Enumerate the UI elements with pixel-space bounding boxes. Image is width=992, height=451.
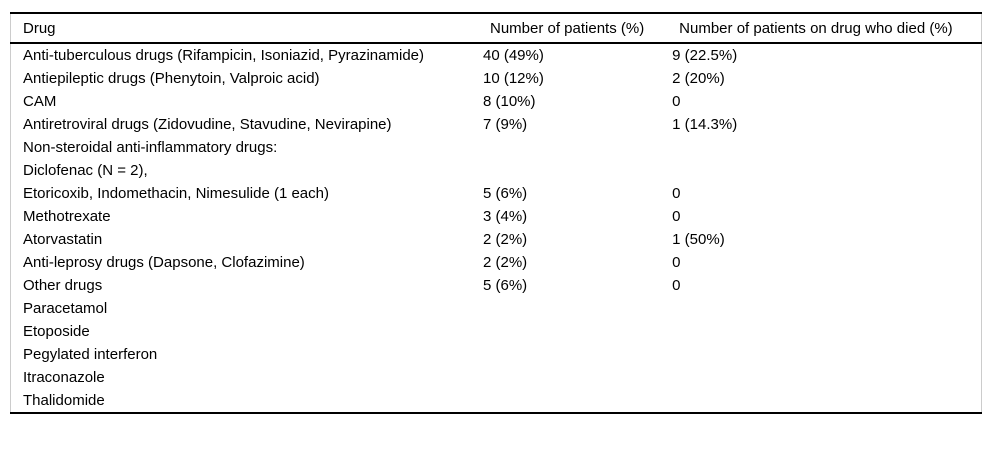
table-row: Itraconazole xyxy=(11,366,982,389)
drug-cell: Pegylated interferon xyxy=(11,343,483,366)
died-cell xyxy=(672,297,981,320)
died-cell: 0 xyxy=(672,208,681,225)
table-row: Etoricoxib, Indomethacin, Nimesulide (1 … xyxy=(11,182,982,205)
drug-name: Antiepileptic drugs (Phenytoin, Valproic… xyxy=(23,70,320,87)
patients-cell xyxy=(483,389,672,413)
drug-name: Etoposide xyxy=(23,323,90,340)
died-cell xyxy=(672,136,981,159)
died-cell: 0 xyxy=(672,93,681,110)
patients-cell: 40 (49%) xyxy=(482,47,544,64)
died-cell: 0 xyxy=(672,254,681,271)
drug-name: Thalidomide xyxy=(23,392,105,409)
drug-name: Anti-tuberculous drugs (Rifampicin, Ison… xyxy=(23,47,425,64)
patients-cell: 2 (2%) xyxy=(482,231,528,248)
table-row: Other drugs 5 (6%) 0 xyxy=(11,274,982,297)
patients-cell xyxy=(483,366,672,389)
patients-cell: 2 (2%) xyxy=(482,254,528,271)
drug-name: Antiretroviral drugs (Zidovudine, Stavud… xyxy=(23,116,392,133)
table-row: Diclofenac (N = 2), xyxy=(11,159,982,182)
table-header: Drug Number of patients (%) Number of pa… xyxy=(10,13,982,44)
drug-adr-table: Drug Number of patients (%) Number of pa… xyxy=(10,12,982,414)
drug-name: Anti-leprosy drugs (Dapsone, Clofazimine… xyxy=(23,254,305,271)
table-row: Antiretroviral drugs (Zidovudine, Stavud… xyxy=(11,113,982,136)
table-row: Thalidomide xyxy=(11,389,982,413)
drug-cell: Itraconazole xyxy=(11,366,483,389)
table-row: Etoposide xyxy=(11,320,982,343)
drug-cell: Etoricoxib, Indomethacin, Nimesulide (1 … xyxy=(11,182,483,205)
drug-cell: Atorvastatin xyxy=(11,228,483,251)
table-row: Paracetamol xyxy=(11,297,982,320)
drug-adr-table-container: Drug Number of patients (%) Number of pa… xyxy=(10,12,982,414)
patients-cell: 8 (10%) xyxy=(482,93,536,110)
table-row: Pegylated interferon xyxy=(11,343,982,366)
column-header-patients: Number of patients (%) xyxy=(482,13,673,44)
died-cell xyxy=(672,320,981,343)
died-cell: 1 (50%) xyxy=(672,231,725,248)
table-row: Anti-leprosy drugs (Dapsone, Clofazimine… xyxy=(11,251,982,274)
table-row: Methotrexate 3 (4%) 0 xyxy=(11,205,982,228)
drug-cell: Etoposide xyxy=(11,320,483,343)
patients-cell xyxy=(483,320,672,343)
drug-cell: Antiepileptic drugs (Phenytoin, Valproic… xyxy=(11,67,483,90)
drug-name: Atorvastatin xyxy=(23,231,103,248)
drug-name: CAM xyxy=(23,93,57,110)
drug-name: Etoricoxib, Indomethacin, Nimesulide (1 … xyxy=(23,185,329,202)
patients-cell xyxy=(483,159,672,182)
died-cell xyxy=(672,366,981,389)
drug-cell: CAM xyxy=(11,90,483,113)
patients-cell: 10 (12%) xyxy=(482,70,544,87)
drug-cell: Other drugs xyxy=(11,274,483,297)
died-cell: 0 xyxy=(672,277,681,294)
table-row: Non-steroidal anti-inflammatory drugs: xyxy=(11,136,982,159)
died-cell: 1 (14.3%) xyxy=(672,116,738,133)
drug-cell: Non-steroidal anti-inflammatory drugs: xyxy=(11,136,483,159)
died-cell: 2 (20%) xyxy=(672,70,725,87)
drug-name: Paracetamol xyxy=(23,300,108,317)
patients-cell: 5 (6%) xyxy=(482,185,528,202)
drug-cell: Methotrexate xyxy=(11,205,483,228)
patients-cell xyxy=(483,297,672,320)
died-cell: 9 (22.5%) xyxy=(672,47,738,64)
header-row: Drug Number of patients (%) Number of pa… xyxy=(10,13,982,44)
table-row: Antiepileptic drugs (Phenytoin, Valproic… xyxy=(11,67,982,90)
drug-cell: Diclofenac (N = 2), xyxy=(11,159,483,182)
drug-name: Diclofenac (N = 2), xyxy=(23,162,148,179)
drug-name: Non-steroidal anti-inflammatory drugs: xyxy=(23,139,278,156)
patients-cell: 5 (6%) xyxy=(482,277,528,294)
died-cell: 0 xyxy=(672,185,681,202)
drug-name: Other drugs xyxy=(23,277,103,294)
table-row: CAM 8 (10%) 0 xyxy=(11,90,982,113)
column-header-died: Number of patients on drug who died (%) xyxy=(672,13,982,44)
drug-cell: Antiretroviral drugs (Zidovudine, Stavud… xyxy=(11,113,483,136)
patients-cell: 7 (9%) xyxy=(482,116,528,133)
patients-cell xyxy=(483,136,672,159)
table-body: Anti-tuberculous drugs (Rifampicin, Ison… xyxy=(11,43,982,413)
drug-name: Methotrexate xyxy=(23,208,111,225)
drug-cell: Anti-leprosy drugs (Dapsone, Clofazimine… xyxy=(11,251,483,274)
died-cell xyxy=(672,389,981,413)
patients-cell xyxy=(483,343,672,366)
drug-cell: Thalidomide xyxy=(11,389,483,413)
died-cell xyxy=(672,343,981,366)
drug-cell: Anti-tuberculous drugs (Rifampicin, Ison… xyxy=(11,43,483,67)
table-row: Anti-tuberculous drugs (Rifampicin, Ison… xyxy=(11,43,982,67)
drug-cell: Paracetamol xyxy=(11,297,483,320)
table-row: Atorvastatin 2 (2%) 1 (50%) xyxy=(11,228,982,251)
drug-name: Pegylated interferon xyxy=(23,346,158,363)
died-cell xyxy=(672,159,981,182)
drug-name: Itraconazole xyxy=(23,369,105,386)
column-header-drug: Drug xyxy=(10,13,483,44)
patients-cell: 3 (4%) xyxy=(482,208,528,225)
